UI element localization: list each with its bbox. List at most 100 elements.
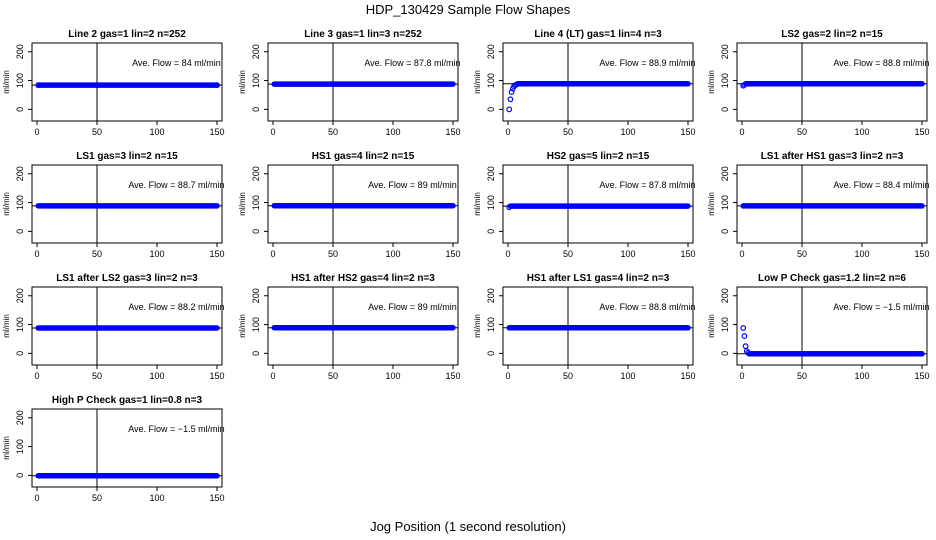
y-tick-label: 100 [486,195,496,210]
x-tick-label: 150 [914,127,929,137]
y-tick-label: 200 [720,44,730,59]
panel-10: HS1 after HS2 gas=4 lin=2 n=3 0 50 100 150 0 1… [238,273,461,381]
y-tick-label: 200 [15,288,25,303]
average-flow-annotation: Ave. Flow = 88.9 ml/min [599,58,695,68]
x-tick-label: 100 [854,127,869,137]
y-tick-label: 100 [15,195,25,210]
panel-8: LS1 after HS1 gas=3 lin=2 n=3 0 50 100 150 0 1… [707,151,930,259]
panel-title: LS2 gas=2 lin=2 n=15 [781,29,883,40]
average-flow-annotation: Ave. Flow = 88.8 ml/min [599,302,695,312]
y-tick-label: 100 [720,317,730,332]
figure-title: HDP_130429 Sample Flow Shapes [365,2,571,17]
panel-4: LS2 gas=2 lin=2 n=15 0 50 100 150 0 100 200 ml/m… [707,29,930,137]
x-tick-label: 100 [620,127,635,137]
panel-2: Line 3 gas=1 lin=3 n=252 0 50 100 150 0 100 200… [238,29,461,137]
x-tick-label: 50 [92,493,102,503]
plot-frame [267,286,459,366]
y-tick-label: 100 [486,73,496,88]
x-tick-label: 100 [385,249,400,259]
x-tick-label: 0 [739,371,744,381]
y-tick-label: 100 [251,195,261,210]
panel-title: Low P Check gas=1.2 lin=2 n=6 [758,273,906,284]
x-tick-label: 0 [505,249,510,259]
y-tick-label: 200 [15,166,25,181]
x-tick-label: 150 [680,371,695,381]
average-flow-annotation: Ave. Flow = 89 ml/min [368,180,457,190]
y-tick-label: 0 [251,107,261,112]
plot-frame [31,408,223,488]
x-tick-label: 150 [914,371,929,381]
y-tick-label: 200 [720,166,730,181]
y-tick-label: 200 [720,288,730,303]
y-tick-label: 0 [251,351,261,356]
panel-12: Low P Check gas=1.2 lin=2 n=6 0 50 100 150 0 1… [707,273,930,381]
x-tick-label: 100 [149,493,164,503]
plot-frame [502,42,694,122]
panel-5: LS1 gas=3 lin=2 n=15 0 50 100 150 0 100 200 ml/m… [2,151,225,259]
y-tick-label: 200 [486,288,496,303]
x-tick-label: 50 [328,371,338,381]
x-tick-label: 150 [680,249,695,259]
y-tick-label: 0 [15,107,25,112]
y-axis-label: ml/min [2,436,11,460]
y-tick-label: 100 [251,73,261,88]
plot-frame [736,42,928,122]
average-flow-annotation: Ave. Flow = −1.5 ml/min [128,424,224,434]
y-tick-label: 200 [15,44,25,59]
y-axis-label: ml/min [2,314,11,338]
y-axis-label: ml/min [2,192,11,216]
x-tick-label: 50 [92,249,102,259]
y-tick-label: 200 [251,166,261,181]
x-tick-label: 50 [92,371,102,381]
plot-frame [736,164,928,244]
y-tick-label: 100 [15,73,25,88]
x-tick-label: 50 [92,127,102,137]
average-flow-annotation: Ave. Flow = 88.4 ml/min [833,180,929,190]
y-tick-label: 0 [486,107,496,112]
x-tick-label: 0 [34,127,39,137]
x-tick-label: 150 [680,127,695,137]
y-tick-label: 0 [486,229,496,234]
x-tick-label: 50 [563,371,573,381]
panel-title: Line 3 gas=1 lin=3 n=252 [304,29,422,40]
y-axis-label: ml/min [238,70,247,94]
y-axis-label: ml/min [473,70,482,94]
x-tick-label: 50 [797,371,807,381]
y-tick-label: 100 [720,195,730,210]
y-tick-label: 200 [486,166,496,181]
y-tick-label: 100 [251,317,261,332]
panel-9: LS1 after LS2 gas=3 lin=2 n=3 0 50 100 150 0 1… [2,273,225,381]
panel-title: LS1 after HS1 gas=3 lin=2 n=3 [761,151,904,162]
y-axis-label: ml/min [238,192,247,216]
y-tick-label: 200 [15,410,25,425]
y-tick-label: 100 [720,73,730,88]
average-flow-annotation: Ave. Flow = 89 ml/min [368,302,457,312]
y-axis-label: ml/min [707,314,716,338]
x-axis-title: Jog Position (1 second resolution) [370,519,566,534]
y-tick-label: 100 [15,439,25,454]
y-axis-label: ml/min [707,192,716,216]
x-tick-label: 150 [445,249,460,259]
y-tick-label: 100 [15,317,25,332]
x-tick-label: 100 [149,249,164,259]
panel-title: LS1 gas=3 lin=2 n=15 [76,151,178,162]
average-flow-annotation: Ave. Flow = 88.2 ml/min [128,302,224,312]
panel-title: HS1 after LS1 gas=4 lin=2 n=3 [527,273,670,284]
y-tick-label: 200 [251,44,261,59]
plot-frame [267,164,459,244]
panel-title: Line 2 gas=1 lin=2 n=252 [68,29,186,40]
x-tick-label: 150 [445,127,460,137]
panel-title: HS1 after HS2 gas=4 lin=2 n=3 [291,273,435,284]
average-flow-annotation: Ave. Flow = −1.5 ml/min [833,302,929,312]
y-tick-label: 0 [720,107,730,112]
x-tick-label: 100 [854,371,869,381]
x-tick-label: 0 [270,127,275,137]
x-tick-label: 50 [797,249,807,259]
x-tick-label: 100 [620,371,635,381]
y-tick-label: 0 [15,351,25,356]
y-tick-label: 0 [720,351,730,356]
panel-13: High P Check gas=1 lin=0.8 n=3 0 50 100 150 0… [2,395,225,503]
average-flow-annotation: Ave. Flow = 87.8 ml/min [599,180,695,190]
x-tick-label: 50 [328,249,338,259]
